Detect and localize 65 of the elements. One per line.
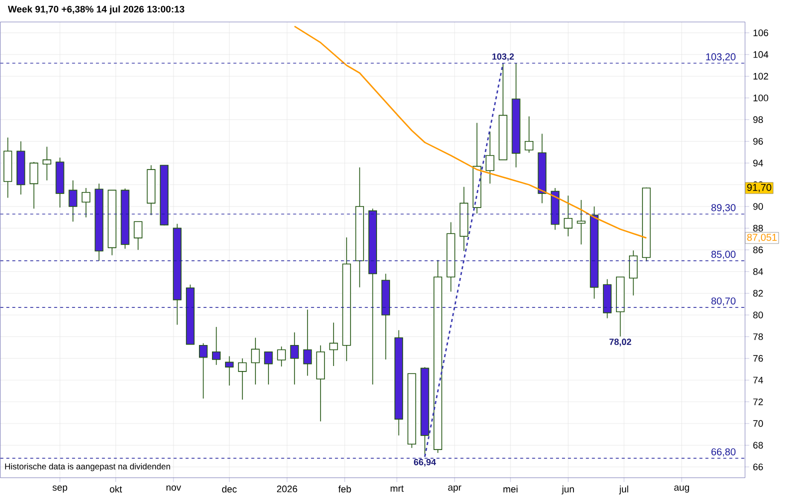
y-tick-label: 80 — [753, 312, 763, 318]
ref-line-label: 80,70 — [711, 298, 736, 306]
line-series — [294, 26, 648, 239]
candlestick — [225, 356, 234, 386]
x-tick-label: apr — [448, 486, 462, 493]
y-tick-label: 100 — [754, 94, 768, 102]
candlestick — [264, 352, 273, 385]
y-tick-label: 74 — [753, 376, 764, 384]
x-tick-label: mei — [503, 486, 518, 493]
y-tick-label: 106 — [754, 30, 768, 36]
y-tick-label: 102 — [754, 72, 768, 80]
candlestick — [134, 221, 142, 250]
y-tick-label: 78 — [753, 333, 763, 340]
annotation: 78,02 — [609, 338, 632, 346]
x-tick-label: okt — [110, 486, 122, 493]
ref-line-label: 89,30 — [711, 204, 736, 212]
ref-line-label: 66,80 — [711, 448, 736, 457]
y-tick-label: 68 — [753, 442, 763, 449]
x-tick-label: sep — [52, 486, 68, 493]
y-tick-label: 84 — [753, 268, 764, 276]
text: 87,051 — [747, 234, 777, 242]
candlestick — [524, 116, 534, 154]
y-tick-label: 70 — [753, 420, 763, 427]
annotation: 103,2 — [492, 53, 514, 62]
text: 91,70 — [747, 184, 772, 192]
y-tick-label: 72 — [753, 398, 763, 406]
x-tick-label: 2026 — [277, 486, 298, 492]
y-tick-label: 86 — [753, 246, 763, 254]
y-tick-label: 94 — [753, 160, 764, 167]
candlestick — [277, 346, 286, 368]
y-tick-label: 88 — [753, 224, 763, 232]
candlestick — [629, 250, 638, 296]
candlestick — [82, 188, 90, 218]
x-tick-label: nov — [166, 486, 182, 491]
y-tick-label: 90 — [753, 203, 763, 210]
candlestick — [251, 337, 260, 385]
x-tick-label: aug — [674, 486, 690, 493]
annotation: 66,94 — [414, 459, 436, 467]
x-tick-label: jun — [562, 486, 574, 494]
candlestick — [30, 162, 38, 210]
x-tick-label: feb — [338, 486, 351, 493]
candlestick — [564, 195, 572, 237]
candlestick — [329, 322, 338, 367]
y-tick-label: 76 — [753, 355, 763, 362]
ref-line-label: 103,20 — [706, 53, 736, 62]
chart-title: Week 91,70 +6,38% 14 jul 2026 13:00:13 — [8, 6, 184, 15]
candlestick — [576, 200, 586, 245]
y-tick-label: 82 — [753, 290, 763, 297]
x-tick-label: jul — [619, 486, 628, 494]
candlestick — [212, 326, 221, 366]
ref-line-label: 85,00 — [711, 250, 736, 260]
candlestick — [42, 146, 52, 181]
y-tick-label: 104 — [754, 51, 768, 58]
y-tick-label: 66 — [753, 464, 763, 470]
candlestick — [290, 332, 299, 385]
x-tick-label: mrt — [390, 486, 404, 492]
y-tick-label: 96 — [753, 138, 763, 145]
annotation: Historische data is aangepast na dividenden — [5, 463, 170, 472]
candlestick — [238, 358, 247, 400]
candlestick — [486, 131, 494, 184]
x-tick-label: dec — [222, 486, 237, 493]
candlestick — [198, 342, 208, 400]
candlestick — [68, 180, 78, 222]
candlestick — [303, 309, 312, 376]
y-tick-label: 98 — [753, 116, 763, 124]
